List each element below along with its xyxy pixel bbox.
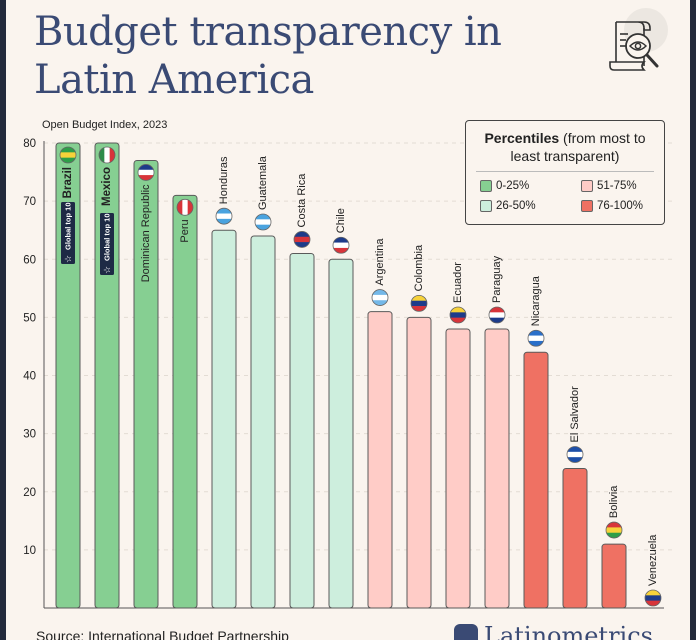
- bar-label: Argentina: [374, 238, 386, 286]
- legend-item: 51-75%: [581, 180, 650, 192]
- y-tick-label: 80: [23, 138, 36, 150]
- bar-label: Bolivia: [608, 485, 620, 518]
- bar: [133, 159, 159, 609]
- legend-label: 51-75%: [597, 180, 637, 192]
- bar: [211, 229, 237, 609]
- flag-icon: [371, 289, 389, 306]
- bar: [601, 543, 627, 609]
- brand-logo-icon: [454, 624, 478, 640]
- bar: [367, 311, 393, 609]
- global-top-10-badge-label: Global top 10: [64, 202, 73, 250]
- bar: [172, 194, 198, 609]
- flag-icon: [566, 446, 584, 463]
- source-note: Source: International Budget Partnership: [36, 628, 289, 640]
- star-icon: ☆: [63, 255, 73, 263]
- flag-icon: [449, 306, 467, 324]
- legend-swatch: [581, 200, 593, 212]
- legend-swatch: [581, 180, 593, 192]
- bar-label: Nicaragua: [530, 275, 542, 326]
- global-top-10-badge-label: Global top 10: [103, 213, 112, 261]
- bar: [289, 252, 315, 609]
- bar: [445, 328, 471, 609]
- y-tick-label: 10: [23, 545, 36, 557]
- title-line-1: Budget transparency in: [34, 9, 502, 55]
- global-top-10-badge: [61, 202, 75, 264]
- legend-row: 26-50% 76-100%: [466, 200, 664, 212]
- brand: Latinometrics: [454, 624, 653, 640]
- document-magnifier-eye-icon: [609, 8, 668, 71]
- bar-label: Peru: [179, 219, 191, 242]
- legend-title: Percentiles (from most to least transpar…: [466, 129, 664, 165]
- page-title: Budget transparency in Latin America: [34, 8, 502, 104]
- bar: [94, 142, 120, 609]
- y-tick-label: 50: [23, 312, 36, 324]
- y-tick-label: 20: [23, 487, 36, 499]
- global-top-10-badge: [100, 213, 114, 275]
- bar: [562, 468, 588, 609]
- bar: [484, 328, 510, 609]
- bar: [406, 316, 432, 609]
- legend-title-bold: Percentiles: [484, 130, 560, 146]
- bar-label: Venezuela: [647, 534, 659, 586]
- legend-row: 0-25% 51-75%: [466, 180, 664, 192]
- flag-icon: [215, 207, 233, 225]
- flag-icon: [605, 521, 623, 539]
- flag-icon: [293, 231, 311, 248]
- star-icon: ☆: [102, 266, 112, 274]
- bar-label: Chile: [335, 208, 347, 233]
- bar: [250, 235, 276, 609]
- bar-label: Brazil: [62, 167, 74, 198]
- legend-title-rest: (from most to least transparent): [510, 130, 646, 164]
- flag-icon: [137, 164, 155, 181]
- flag-icon: [332, 236, 350, 254]
- y-tick-label: 30: [23, 429, 36, 441]
- flag-icon: [176, 198, 194, 216]
- bar-label: Guatemala: [257, 155, 269, 210]
- bar-label: Mexico: [101, 167, 113, 206]
- y-tick-label: 40: [23, 371, 36, 383]
- legend: Percentiles (from most to least transpar…: [465, 120, 665, 225]
- legend-label: 26-50%: [496, 200, 536, 212]
- legend-label: 76-100%: [597, 200, 644, 212]
- bar-label: Dominican Republic: [140, 184, 152, 282]
- legend-divider: [476, 171, 654, 172]
- bar-chart: 10 20 30 40 50 60 70 80 Brazil Global top 10 ☆ Mexi…: [23, 138, 674, 609]
- bar-label: El Salvador: [569, 386, 581, 443]
- legend-swatch: [480, 200, 492, 212]
- bar-label: Paraguay: [491, 255, 503, 303]
- brand-name: Latinometrics: [484, 622, 653, 640]
- bar: [523, 351, 549, 609]
- flag-icon: [644, 589, 662, 607]
- flag-icon: [59, 146, 77, 164]
- bar-label: Colombia: [413, 244, 425, 291]
- flag-icon: [98, 146, 116, 164]
- flag-icon: [254, 213, 272, 231]
- legend-swatch: [480, 180, 492, 192]
- title-line-2: Latin America: [34, 57, 314, 103]
- y-tick-label: 60: [23, 254, 36, 266]
- y-tick-label: 70: [23, 196, 36, 208]
- flag-icon: [488, 306, 506, 324]
- flag-icon: [410, 294, 428, 312]
- bar: [328, 258, 354, 609]
- bar-label: Honduras: [218, 156, 230, 204]
- flag-icon: [527, 329, 545, 347]
- legend-item: 76-100%: [581, 200, 650, 212]
- bar-label: Ecuador: [452, 262, 464, 303]
- infographic: Budget transparency in Latin America Ope…: [6, 0, 690, 640]
- legend-label: 0-25%: [496, 180, 530, 192]
- legend-item: 0-25%: [480, 180, 549, 192]
- legend-item: 26-50%: [480, 200, 549, 212]
- chart-subtitle: Open Budget Index, 2023: [42, 119, 168, 131]
- bar-label: Costa Rica: [296, 173, 308, 228]
